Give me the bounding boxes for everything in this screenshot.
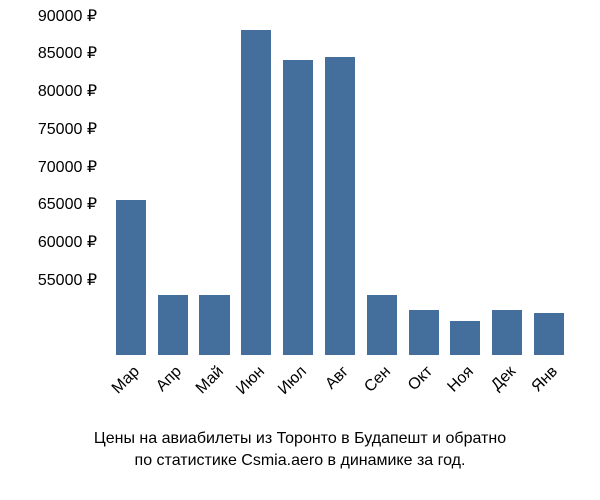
caption-line-2: по статистике Csmia.aero в динамике за г… xyxy=(0,450,600,472)
plot-area xyxy=(110,15,570,355)
bar xyxy=(492,310,522,355)
x-axis: Мар АпрМайИюнИюл Авг Сен ОктНоя Дек Янв xyxy=(110,358,570,428)
bar xyxy=(158,295,188,355)
bar xyxy=(325,57,355,355)
x-tick-label: Окт xyxy=(405,363,437,395)
bar xyxy=(534,313,564,355)
bar xyxy=(199,295,229,355)
x-tick-label: Мар xyxy=(109,363,144,398)
bar xyxy=(241,30,271,355)
x-tick-label: Апр xyxy=(153,363,186,396)
x-tick-label: Июл xyxy=(275,363,311,399)
bar xyxy=(283,60,313,355)
y-tick-label: 100000 ₽ xyxy=(29,0,97,100)
bar-chart xyxy=(110,15,570,355)
x-tick-label: Янв xyxy=(529,363,562,396)
x-tick-label: Сен xyxy=(361,363,394,396)
y-axis: 55000 ₽60000 ₽65000 ₽70000 ₽75000 ₽80000… xyxy=(0,15,105,355)
x-tick-label: Июн xyxy=(233,363,269,399)
bar xyxy=(367,295,397,355)
x-tick-label: Авг xyxy=(322,363,352,393)
x-tick-label: Май xyxy=(192,363,227,398)
x-tick-label: Дек xyxy=(488,363,520,395)
chart-caption: Цены на авиабилеты из Торонто в Будапешт… xyxy=(0,428,600,471)
bar xyxy=(450,321,480,355)
caption-line-1: Цены на авиабилеты из Торонто в Будапешт… xyxy=(0,428,600,450)
x-tick-label: Ноя xyxy=(445,363,478,396)
bar xyxy=(116,200,146,355)
bar xyxy=(409,310,439,355)
